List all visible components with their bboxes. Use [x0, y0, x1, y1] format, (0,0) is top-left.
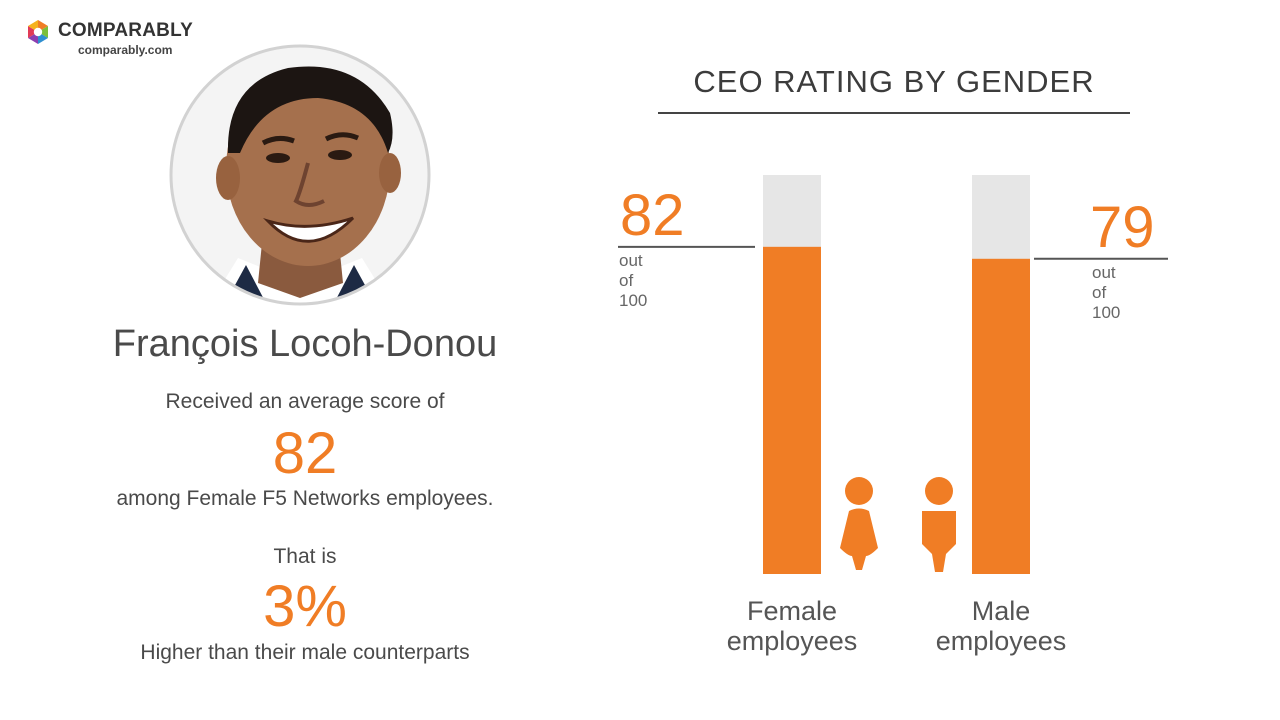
ceo-portrait — [169, 44, 431, 306]
gender-rating-chart — [618, 175, 1168, 574]
category-label-line: Female — [746, 596, 838, 626]
value-sublabel-male: out of 100 — [1092, 262, 1121, 322]
score-context-text: among Female F5 Networks employees. — [116, 487, 494, 510]
category-label-female: Female employees — [692, 596, 892, 656]
comparison-intro-text: That is — [273, 545, 337, 568]
bar-female — [763, 246, 821, 574]
comparably-logo-icon — [28, 20, 48, 44]
brand-url: comparably.com — [78, 43, 173, 57]
female-icon — [840, 477, 878, 570]
comparison-context-text: Higher than their male counterparts — [140, 641, 470, 664]
comparably-logo: COMPARABLY comparably.com — [26, 18, 216, 62]
value-label-male: 79 — [1090, 194, 1155, 260]
male-icon — [922, 477, 956, 572]
chart-title: CEO RATING BY GENDER — [693, 64, 1095, 99]
value-label-female: 82 — [620, 182, 685, 248]
female-score-value: 82 — [272, 421, 338, 486]
category-label-line: employees — [935, 626, 1067, 656]
bar-male — [972, 258, 1030, 574]
difference-value: 3% — [263, 574, 347, 639]
category-label-line: employees — [726, 626, 858, 656]
title-underline — [658, 112, 1130, 114]
category-label-line: Male — [971, 596, 1031, 626]
score-intro-text: Received an average score of — [165, 390, 445, 413]
category-label-male: Male employees — [901, 596, 1101, 656]
brand-name: COMPARABLY — [58, 20, 194, 41]
value-sublabel-female: out of 100 — [619, 250, 648, 310]
ceo-name: François Locoh-Donou — [112, 323, 498, 365]
